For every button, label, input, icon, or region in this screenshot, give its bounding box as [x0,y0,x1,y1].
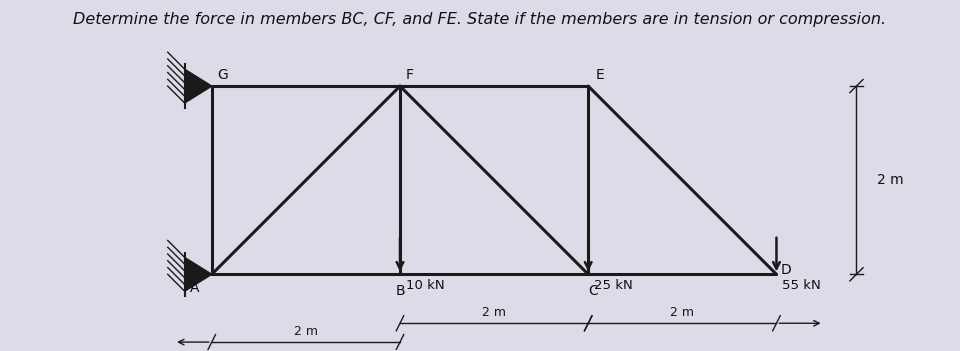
Text: B: B [396,284,405,298]
Text: 10 kN: 10 kN [406,279,444,292]
Polygon shape [184,257,212,291]
Text: A: A [190,282,200,296]
Text: F: F [405,68,414,82]
Text: 2 m: 2 m [670,306,694,319]
Text: 25 kN: 25 kN [594,279,633,292]
Text: G: G [218,68,228,82]
Text: D: D [780,263,791,277]
Polygon shape [184,69,212,103]
Text: C: C [588,284,598,298]
Text: Determine the force in members BC, CF, and FE. State if the members are in tensi: Determine the force in members BC, CF, a… [73,12,887,27]
Text: 2 m: 2 m [877,173,903,187]
Text: 2 m: 2 m [482,306,506,319]
Text: 55 kN: 55 kN [782,279,821,292]
Text: E: E [595,68,604,82]
Text: 2 m: 2 m [294,325,318,338]
